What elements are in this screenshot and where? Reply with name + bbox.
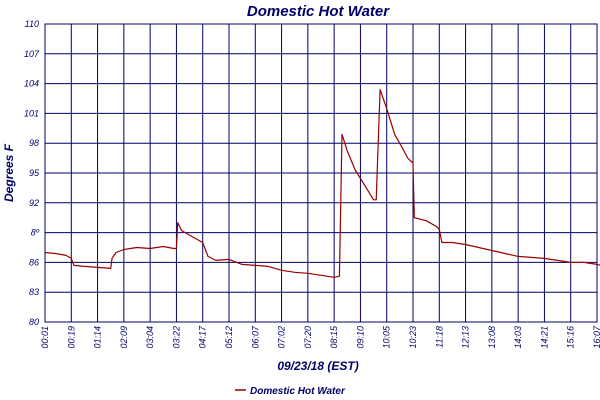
y-tick-label: 98 xyxy=(29,138,39,148)
x-tick-label: 12:13 xyxy=(461,326,471,349)
x-tick-label: 07:02 xyxy=(277,326,287,349)
y-tick-label: 83 xyxy=(29,287,39,297)
x-tick-label: 01:14 xyxy=(93,326,103,349)
x-tick-label: 03:04 xyxy=(145,326,155,349)
x-tick-label: 16:07 xyxy=(592,325,600,349)
x-tick-label: 02:09 xyxy=(119,326,129,349)
x-tick-label: 05:12 xyxy=(224,326,234,349)
x-tick-label: 14:21 xyxy=(539,326,549,349)
y-tick-label: 8º xyxy=(31,228,40,238)
x-tick-label: 06:07 xyxy=(250,325,260,349)
x-tick-label: 00:01 xyxy=(40,326,50,349)
x-tick-label: 10:23 xyxy=(408,326,418,349)
x-tick-label: 10:05 xyxy=(382,325,392,349)
series-line-domestic-hot-water xyxy=(44,88,600,278)
y-tick-label: 107 xyxy=(24,49,40,59)
x-axis-ticks: 00:01 00:19 01:14 02:09 03:04 03:22 04:17 05:12… xyxy=(40,325,600,349)
x-tick-label: 09:10 xyxy=(355,326,365,349)
legend-label: Domestic Hot Water xyxy=(250,386,346,397)
y-axis-label: Degrees F xyxy=(2,143,16,202)
x-tick-label: 08:15 xyxy=(329,325,339,349)
y-tick-label: 104 xyxy=(24,79,39,89)
y-tick-label: 110 xyxy=(25,19,39,29)
series-layer xyxy=(44,88,600,278)
y-axis-ticks: 80 83 86 8º 92 95 98 101 104 107 110 xyxy=(24,19,40,327)
x-tick-label: 00:19 xyxy=(66,326,76,349)
x-tick-label: 11:18 xyxy=(434,326,444,348)
x-axis-label: 09/23/18 (EST) xyxy=(277,359,358,373)
y-tick-label: 101 xyxy=(24,108,39,118)
y-tick-label: 80 xyxy=(29,317,39,327)
x-tick-label: 14:03 xyxy=(513,326,523,349)
chart-title: Domestic Hot Water xyxy=(247,3,390,20)
x-tick-label: 15:16 xyxy=(566,326,576,349)
y-tick-label: 92 xyxy=(29,198,39,208)
x-tick-label: 07:20 xyxy=(303,326,313,349)
y-tick-label: 95 xyxy=(29,168,40,178)
x-tick-label: 03:22 xyxy=(171,326,181,349)
x-tick-label: 04:17 xyxy=(198,325,208,349)
y-tick-label: 86 xyxy=(29,257,39,267)
legend: Domestic Hot Water xyxy=(235,386,346,397)
x-tick-label: 13:08 xyxy=(487,326,497,349)
grid-lines xyxy=(44,23,598,323)
